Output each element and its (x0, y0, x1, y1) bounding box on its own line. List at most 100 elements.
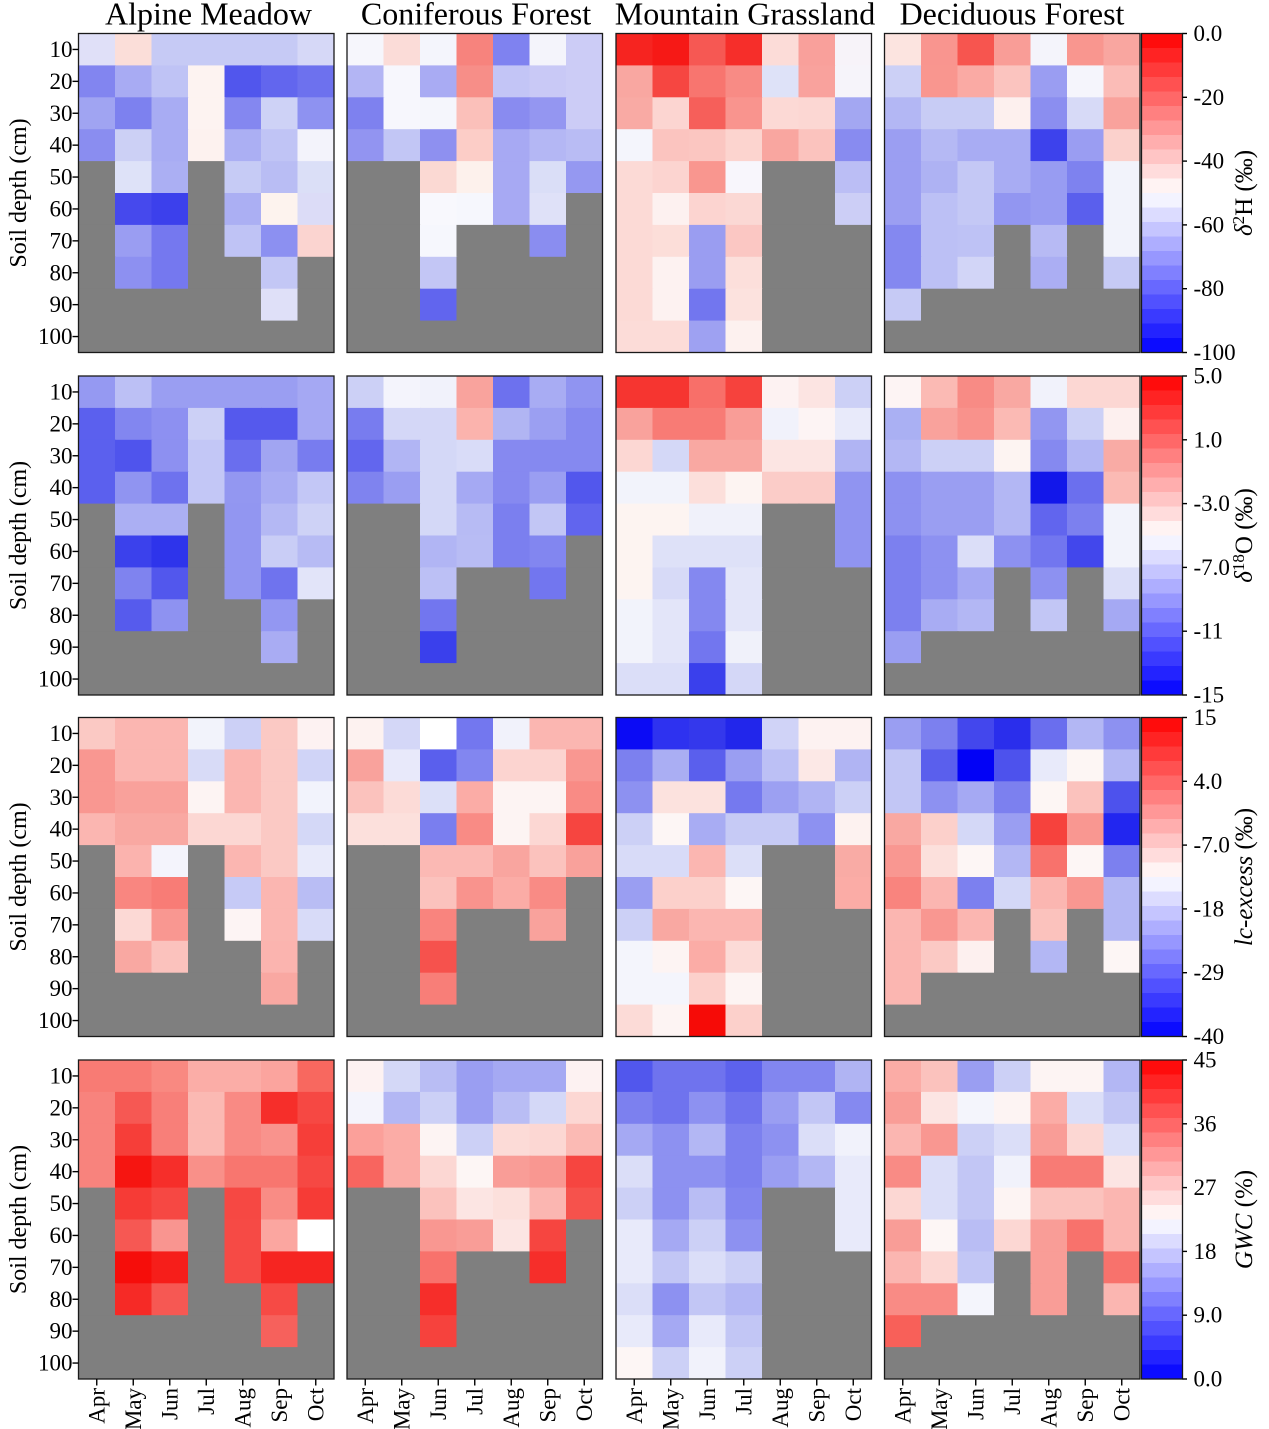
svg-text:-20: -20 (1194, 85, 1225, 110)
svg-text:Sep: Sep (267, 1388, 292, 1423)
svg-text:90: 90 (50, 1319, 73, 1344)
svg-text:40: 40 (50, 133, 73, 158)
svg-text:9.0: 9.0 (1194, 1303, 1223, 1328)
svg-text:Sep: Sep (804, 1388, 829, 1423)
svg-text:Soil depth (cm): Soil depth (cm) (6, 118, 32, 267)
svg-text:40: 40 (50, 1159, 73, 1184)
svg-text:Jun: Jun (963, 1388, 988, 1420)
svg-text:15: 15 (1194, 705, 1217, 730)
svg-text:60: 60 (50, 1223, 73, 1248)
svg-text:0.0: 0.0 (1194, 21, 1223, 46)
svg-text:Jul: Jul (1000, 1388, 1025, 1415)
svg-text:Apr: Apr (84, 1388, 109, 1424)
svg-text:Sep: Sep (1073, 1388, 1098, 1423)
svg-text:Jun: Jun (157, 1388, 182, 1420)
svg-text:50: 50 (50, 507, 73, 532)
svg-text:Oct: Oct (841, 1387, 866, 1421)
svg-text:-29: -29 (1194, 960, 1225, 985)
svg-text:-15: -15 (1194, 683, 1225, 708)
svg-text:-7.0: -7.0 (1194, 555, 1230, 580)
svg-text:May: May (658, 1388, 683, 1429)
svg-text:70: 70 (50, 1255, 73, 1280)
svg-text:Mountain Grassland: Mountain Grassland (615, 0, 875, 32)
svg-text:5.0: 5.0 (1194, 364, 1223, 389)
svg-text:-7.0: -7.0 (1194, 833, 1230, 858)
svg-text:GWC (%): GWC (%) (1231, 1170, 1258, 1269)
svg-text:80: 80 (50, 1287, 73, 1312)
svg-text:Jul: Jul (462, 1388, 487, 1415)
svg-text:Aug: Aug (499, 1388, 524, 1428)
svg-text:100: 100 (38, 1351, 73, 1376)
svg-text:50: 50 (50, 849, 73, 874)
svg-text:70: 70 (50, 228, 73, 253)
svg-text:10: 10 (50, 1063, 73, 1088)
svg-text:50: 50 (50, 165, 73, 190)
svg-text:Oct: Oct (1109, 1387, 1134, 1421)
svg-text:δ18O (‰): δ18O (‰) (1229, 488, 1258, 583)
svg-text:Coniferous Forest: Coniferous Forest (361, 0, 591, 32)
svg-text:Alpine Meadow: Alpine Meadow (105, 0, 312, 32)
svg-text:10: 10 (50, 379, 73, 404)
svg-text:100: 100 (38, 1008, 73, 1033)
svg-text:Jun: Jun (695, 1388, 720, 1420)
svg-text:δ2H (‰): δ2H (‰) (1229, 150, 1258, 236)
svg-text:-60: -60 (1194, 212, 1225, 237)
svg-text:-3.0: -3.0 (1194, 491, 1230, 516)
svg-text:90: 90 (50, 976, 73, 1001)
svg-text:27: 27 (1194, 1175, 1217, 1200)
svg-text:30: 30 (50, 101, 73, 126)
svg-text:10: 10 (50, 37, 73, 62)
svg-text:90: 90 (50, 292, 73, 317)
svg-text:Oct: Oct (303, 1387, 328, 1421)
svg-text:80: 80 (50, 603, 73, 628)
svg-text:Apr: Apr (890, 1388, 915, 1424)
svg-text:Jul: Jul (194, 1388, 219, 1415)
svg-text:Aug: Aug (230, 1388, 255, 1428)
svg-text:Apr: Apr (622, 1388, 647, 1424)
svg-text:60: 60 (50, 196, 73, 221)
svg-text:-40: -40 (1194, 149, 1225, 174)
svg-text:30: 30 (50, 1127, 73, 1152)
svg-text:50: 50 (50, 1191, 73, 1216)
svg-text:-40: -40 (1194, 1024, 1225, 1049)
svg-text:80: 80 (50, 260, 73, 285)
svg-text:Soil depth (cm): Soil depth (cm) (6, 802, 32, 951)
svg-text:-18: -18 (1194, 896, 1225, 921)
svg-text:60: 60 (50, 539, 73, 564)
svg-text:90: 90 (50, 635, 73, 660)
svg-text:80: 80 (50, 944, 73, 969)
svg-text:70: 70 (50, 571, 73, 596)
svg-text:18: 18 (1194, 1239, 1217, 1264)
svg-text:40: 40 (50, 475, 73, 500)
svg-text:Aug: Aug (1036, 1388, 1061, 1428)
svg-text:-11: -11 (1194, 619, 1224, 644)
svg-text:10: 10 (50, 721, 73, 746)
svg-text:45: 45 (1194, 1048, 1217, 1073)
svg-text:Apr: Apr (353, 1388, 378, 1424)
svg-text:Sep: Sep (535, 1388, 560, 1423)
svg-text:-80: -80 (1194, 276, 1225, 301)
svg-text:Deciduous Forest: Deciduous Forest (900, 0, 1125, 32)
svg-text:Soil depth (cm): Soil depth (cm) (6, 1145, 32, 1294)
svg-text:Aug: Aug (768, 1388, 793, 1428)
svg-text:0.0: 0.0 (1194, 1367, 1223, 1392)
svg-text:20: 20 (50, 753, 73, 778)
svg-text:Jul: Jul (731, 1388, 756, 1415)
svg-text:May: May (389, 1388, 414, 1429)
svg-text:1.0: 1.0 (1194, 427, 1223, 452)
svg-text:lc-excess (‰): lc-excess (‰) (1231, 808, 1258, 946)
svg-text:Jun: Jun (426, 1388, 451, 1420)
svg-text:Soil depth (cm): Soil depth (cm) (6, 461, 32, 610)
svg-text:36: 36 (1194, 1111, 1217, 1136)
svg-text:-100: -100 (1194, 340, 1236, 365)
svg-text:4.0: 4.0 (1194, 769, 1223, 794)
svg-text:70: 70 (50, 912, 73, 937)
svg-text:May: May (121, 1388, 146, 1429)
svg-text:Oct: Oct (572, 1387, 597, 1421)
svg-text:60: 60 (50, 880, 73, 905)
svg-text:30: 30 (50, 785, 73, 810)
svg-text:20: 20 (50, 411, 73, 436)
svg-text:May: May (927, 1388, 952, 1429)
svg-text:100: 100 (38, 324, 73, 349)
svg-text:20: 20 (50, 69, 73, 94)
